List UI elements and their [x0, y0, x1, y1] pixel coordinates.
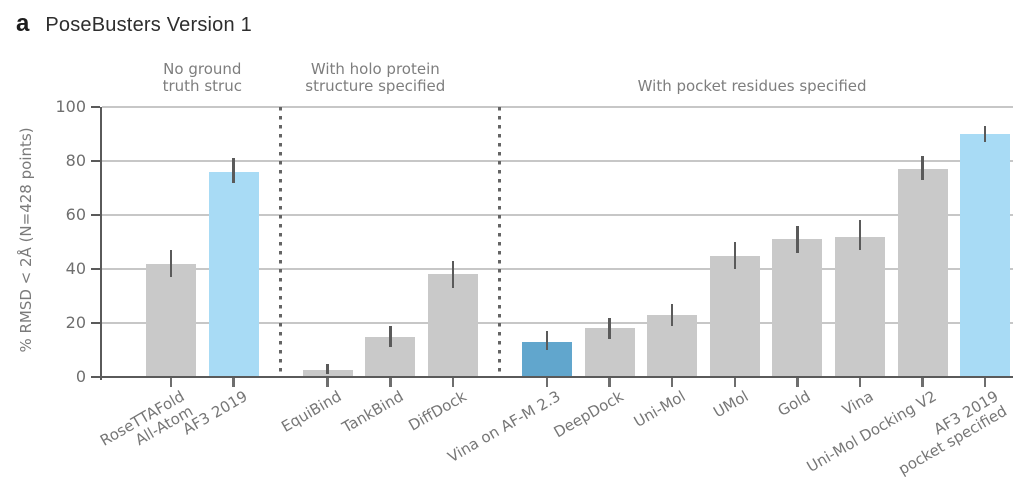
error-bar-vina: [858, 220, 862, 251]
x-tick-deepdock: [608, 378, 611, 387]
error-bar-rosettafold-all-atom: [169, 250, 173, 278]
panel-header: a PoseBusters Version 1: [16, 10, 252, 38]
x-tick-gold: [796, 378, 799, 387]
error-bar-uni-mol-docking-v2: [921, 155, 924, 180]
x-tick-diffdock: [451, 378, 455, 387]
y-tick-label-20: 20: [65, 313, 86, 332]
x-tick-umol: [733, 378, 737, 387]
y-axis-title: % RMSD < 2Å (N=428 points): [17, 127, 35, 353]
y-tick-80: [91, 159, 100, 163]
y-tick-20: [91, 321, 100, 325]
x-tick-af3-2019-pocket-specified: [983, 378, 987, 387]
x-tick-uni-mol-docking-v2: [921, 378, 924, 387]
bar-vina: [835, 236, 885, 377]
group-separator-1: [279, 107, 283, 377]
y-tick-label-80: 80: [65, 151, 86, 170]
error-bar-diffdock: [451, 260, 455, 288]
panel-letter: a: [16, 10, 30, 37]
grid-line-80: [102, 160, 1013, 162]
bar-af3-2019: [208, 171, 259, 377]
bar-af3-2019-pocket-specified: [960, 134, 1011, 377]
group-header-with-pocket-residues-specified: With pocket residues specified: [637, 77, 867, 95]
error-bar-uni-mol: [670, 304, 674, 326]
grid-line-20: [102, 322, 1013, 324]
bar-uni-mol-docking-v2: [897, 169, 948, 377]
y-tick-60: [91, 213, 100, 217]
group-separator-2: [498, 107, 502, 377]
x-tick-af3-2019: [232, 378, 235, 387]
y-tick-label-40: 40: [65, 259, 86, 278]
x-tick-vina: [858, 378, 862, 387]
y-tick-label-100: 100: [55, 97, 86, 116]
bar-gold: [772, 239, 823, 377]
error-bar-af3-2019: [232, 158, 235, 183]
y-tick-40: [91, 267, 100, 271]
x-tick-equibind: [326, 378, 329, 387]
bar-diffdock: [427, 274, 478, 377]
y-tick-label-60: 60: [65, 205, 86, 224]
bar-rosettafold-all-atom: [146, 263, 196, 377]
group-header-no-ground: No ground truth struc: [162, 60, 242, 95]
x-tick-rosettafold-all-atom: [169, 378, 173, 387]
x-tick-uni-mol: [670, 378, 674, 387]
y-axis-line: [99, 107, 102, 380]
error-bar-gold: [796, 225, 799, 253]
grid-line-100: [102, 106, 1013, 108]
y-tick-100: [91, 105, 100, 109]
chart-title: PoseBusters Version 1: [45, 14, 252, 36]
y-tick-0: [91, 375, 100, 379]
error-bar-tankbind: [389, 325, 392, 348]
error-bar-umol: [733, 242, 737, 269]
grid-line-40: [102, 268, 1013, 270]
error-bar-deepdock: [608, 317, 611, 340]
y-tick-label-0: 0: [75, 367, 86, 386]
error-bar-equibind: [326, 363, 329, 375]
grid-line-60: [102, 214, 1013, 216]
group-header-with-holo-protein: With holo protein structure specified: [305, 60, 446, 95]
error-bar-af3-2019-pocket-specified: [983, 125, 987, 143]
error-bar-vina-on-af-m-2-3: [545, 331, 549, 350]
x-tick-tankbind: [389, 378, 392, 387]
x-tick-vina-on-af-m-2-3: [545, 378, 549, 387]
x-axis-line: [99, 375, 1013, 379]
bar-umol: [709, 255, 760, 377]
